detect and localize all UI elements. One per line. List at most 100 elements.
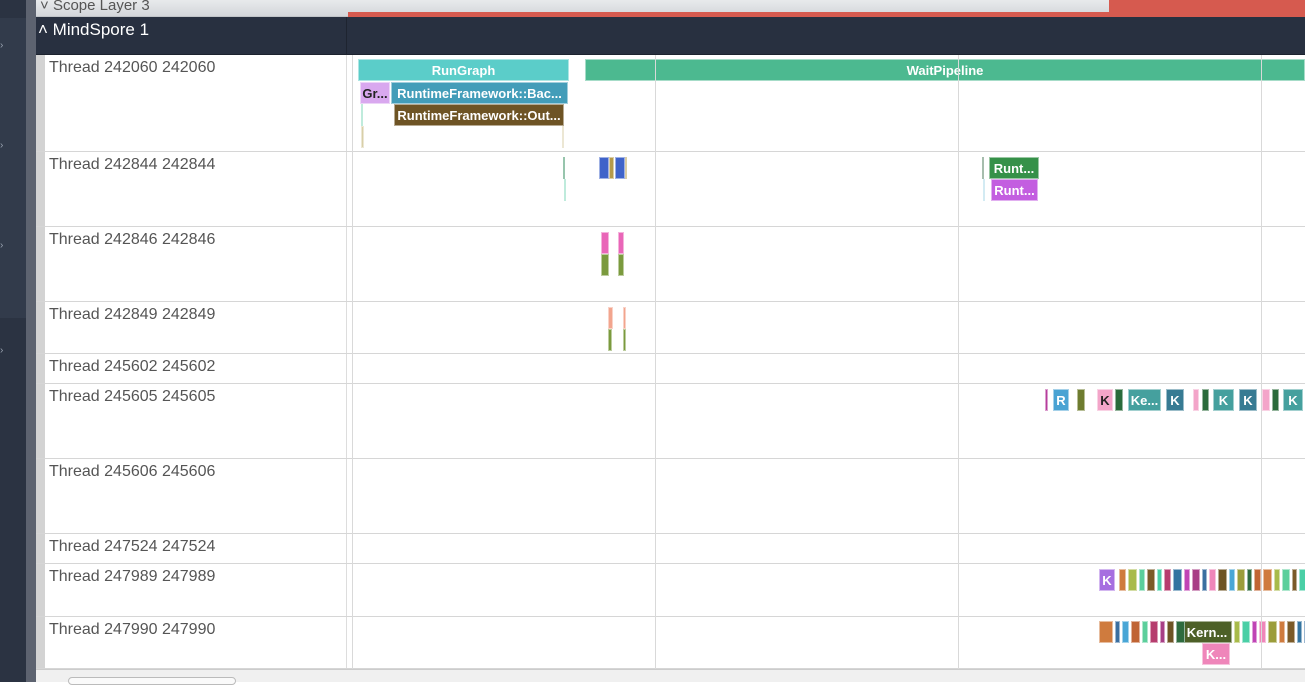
slice-rt-bac[interactable]: RuntimeFramework::Bac... <box>391 82 568 104</box>
scope-activity-bar <box>1109 0 1305 17</box>
slice[interactable] <box>1202 389 1209 411</box>
thread-row: Thread 247990 247990 <box>36 617 1305 669</box>
slice[interactable] <box>608 329 612 351</box>
slice[interactable] <box>1272 389 1279 411</box>
slice[interactable] <box>1077 389 1085 411</box>
scope-layer-track[interactable]: ˅ Scope Layer 3 <box>36 0 1305 17</box>
time-gridline <box>655 55 656 669</box>
slice-runt2[interactable]: Runt... <box>991 179 1038 201</box>
thread-row: Thread 247524 247524 <box>36 534 1305 564</box>
slice[interactable] <box>1263 569 1272 591</box>
slice[interactable] <box>1128 569 1137 591</box>
thread-label: Thread 247990 247990 <box>36 617 347 668</box>
slice[interactable] <box>623 329 626 351</box>
slice[interactable] <box>1131 621 1140 643</box>
slice[interactable] <box>615 157 625 179</box>
slice[interactable] <box>1268 621 1277 643</box>
slice[interactable] <box>623 307 626 329</box>
slice[interactable] <box>1299 569 1305 591</box>
slice[interactable] <box>1282 569 1290 591</box>
slice[interactable] <box>1242 621 1250 643</box>
slice[interactable] <box>361 126 364 148</box>
slice-k[interactable]: K <box>1239 389 1257 411</box>
slice[interactable] <box>361 104 363 126</box>
slice[interactable] <box>1252 621 1257 643</box>
slice-kdots[interactable]: K... <box>1202 643 1230 665</box>
slice[interactable] <box>1297 621 1302 643</box>
chevron-icon[interactable]: › <box>0 345 4 356</box>
chevron-icon[interactable]: › <box>0 40 4 51</box>
slice[interactable] <box>1192 569 1200 591</box>
slice[interactable] <box>1160 621 1165 643</box>
scope-layer-label: ˅ Scope Layer 3 <box>40 0 150 14</box>
slice[interactable] <box>1122 621 1129 643</box>
thread-row: Thread 242849 242849 <box>36 302 1305 354</box>
slice[interactable] <box>1193 389 1199 411</box>
slice[interactable] <box>1119 569 1126 591</box>
slice[interactable] <box>1237 569 1245 591</box>
slice[interactable] <box>562 126 564 148</box>
slice[interactable] <box>1209 569 1216 591</box>
slice[interactable] <box>1274 569 1280 591</box>
slice[interactable] <box>1287 621 1295 643</box>
slice[interactable] <box>1157 569 1162 591</box>
slice[interactable] <box>1176 621 1185 643</box>
slice[interactable] <box>601 254 609 276</box>
slice-runt1[interactable]: Runt... <box>989 157 1039 179</box>
slice-k[interactable]: K <box>1283 389 1303 411</box>
slice[interactable] <box>1218 569 1227 591</box>
slice-rungraph[interactable]: RunGraph <box>358 59 569 81</box>
time-gridline <box>352 55 353 669</box>
slice[interactable] <box>1167 621 1174 643</box>
slice[interactable] <box>982 157 984 179</box>
horizontal-scrollbar[interactable] <box>36 669 1305 685</box>
chevron-icon[interactable]: › <box>0 240 4 251</box>
slice[interactable] <box>1247 569 1252 591</box>
slice-ke[interactable]: Ke... <box>1128 389 1161 411</box>
sidebar-panel <box>0 18 26 318</box>
slice[interactable] <box>1164 569 1171 591</box>
slice[interactable] <box>1099 621 1113 643</box>
slice[interactable] <box>1150 621 1158 643</box>
slice-kern[interactable]: Kern... <box>1182 621 1232 643</box>
slice[interactable] <box>1115 621 1120 643</box>
slice[interactable] <box>1262 389 1270 411</box>
slice-r[interactable]: R <box>1053 389 1069 411</box>
scrollbar-thumb[interactable] <box>68 677 236 685</box>
slice[interactable] <box>1045 389 1048 411</box>
slice[interactable] <box>1139 569 1145 591</box>
slice[interactable] <box>983 179 985 201</box>
slice[interactable] <box>1292 569 1297 591</box>
slice-k[interactable]: K <box>1097 389 1113 411</box>
slice-k[interactable]: K <box>1166 389 1184 411</box>
slice-k[interactable]: K <box>1213 389 1234 411</box>
slice[interactable] <box>618 232 624 254</box>
slice[interactable] <box>564 179 566 201</box>
header-divider <box>346 17 347 55</box>
slice[interactable] <box>1279 621 1285 643</box>
slice[interactable] <box>1184 569 1190 591</box>
slice-rt-out[interactable]: RuntimeFramework::Out... <box>394 104 564 126</box>
slice[interactable] <box>1173 569 1182 591</box>
chevron-icon[interactable]: › <box>0 140 4 151</box>
slice[interactable] <box>1259 621 1266 643</box>
slice[interactable] <box>1147 569 1155 591</box>
slice[interactable] <box>625 157 627 179</box>
thread-row: Thread 245606 245606 <box>36 459 1305 534</box>
slice[interactable] <box>1115 389 1123 411</box>
slice[interactable] <box>1234 621 1240 643</box>
slice[interactable] <box>563 157 565 179</box>
slice-waitpipeline[interactable]: WaitPipeline <box>585 59 1305 81</box>
slice[interactable] <box>1229 569 1235 591</box>
slice[interactable] <box>601 232 609 254</box>
process-header[interactable]: ˄ MindSpore 1 <box>36 17 1305 55</box>
slice[interactable] <box>1142 621 1148 643</box>
slice[interactable] <box>609 157 614 179</box>
slice[interactable] <box>618 254 624 276</box>
slice[interactable] <box>1254 569 1261 591</box>
slice[interactable] <box>1202 569 1207 591</box>
slice[interactable] <box>599 157 609 179</box>
slice-gr[interactable]: Gr... <box>360 82 390 104</box>
slice-k[interactable]: K <box>1099 569 1115 591</box>
slice[interactable] <box>608 307 613 329</box>
